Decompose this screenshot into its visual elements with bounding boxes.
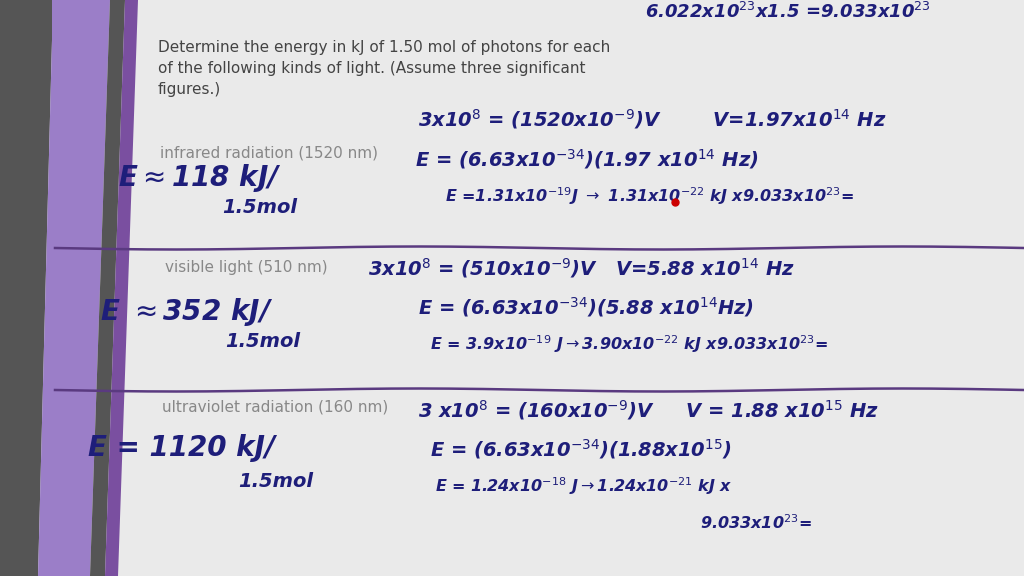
Text: 3x10$^8$ = (510x10$^{-9}$)V   V=5.88 x10$^{14}$ Hz: 3x10$^8$ = (510x10$^{-9}$)V V=5.88 x10$^…	[368, 256, 795, 280]
Text: 1.5mol: 1.5mol	[238, 472, 313, 491]
Text: E = (6.63x10$^{-34}$)(1.97 x10$^{14}$ Hz): E = (6.63x10$^{-34}$)(1.97 x10$^{14}$ Hz…	[415, 147, 759, 171]
Text: infrared radiation (1520 nm): infrared radiation (1520 nm)	[160, 145, 378, 160]
Text: E $\approx$352 kJ/: E $\approx$352 kJ/	[100, 296, 273, 328]
Text: visible light (510 nm): visible light (510 nm)	[165, 260, 328, 275]
Text: E = 1120 kJ/: E = 1120 kJ/	[88, 434, 275, 462]
Text: ultraviolet radiation (160 nm): ultraviolet radiation (160 nm)	[162, 400, 388, 415]
Text: 3x10$^8$ = (1520x10$^{-9}$)V        V=1.97x10$^{14}$ Hz: 3x10$^8$ = (1520x10$^{-9}$)V V=1.97x10$^…	[418, 107, 887, 131]
Text: 1.5mol: 1.5mol	[225, 332, 300, 351]
Text: 9.033x10$^{23}$=: 9.033x10$^{23}$=	[700, 513, 812, 532]
Text: E = (6.63x10$^{-34}$)(5.88 x10$^{14}$Hz): E = (6.63x10$^{-34}$)(5.88 x10$^{14}$Hz)	[418, 295, 754, 319]
Text: E = 1.24x10$^{-18}$ J$\rightarrow$1.24x10$^{-21}$ kJ x: E = 1.24x10$^{-18}$ J$\rightarrow$1.24x1…	[435, 475, 733, 497]
Text: Determine the energy in kJ of 1.50 mol of photons for each
of the following kind: Determine the energy in kJ of 1.50 mol o…	[158, 40, 610, 97]
Text: E =1.31x10$^{-19}$J $\rightarrow$ 1.31x10$^{-22}$ kJ x9.033x10$^{23}$=: E =1.31x10$^{-19}$J $\rightarrow$ 1.31x1…	[445, 185, 854, 207]
Text: 3 x10$^8$ = (160x10$^{-9}$)V     V = 1.88 x10$^{15}$ Hz: 3 x10$^8$ = (160x10$^{-9}$)V V = 1.88 x1…	[418, 398, 879, 422]
Polygon shape	[38, 0, 110, 576]
Polygon shape	[105, 0, 138, 576]
Text: 6.022x10$^{23}$x1.5 =9.033x10$^{23}$: 6.022x10$^{23}$x1.5 =9.033x10$^{23}$	[645, 2, 931, 22]
Text: E = 3.9x10$^{-19}$ J$\rightarrow$3.90x10$^{-22}$ kJ x9.033x10$^{23}$=: E = 3.9x10$^{-19}$ J$\rightarrow$3.90x10…	[430, 333, 828, 355]
Text: E = (6.63x10$^{-34}$)(1.88x10$^{15}$): E = (6.63x10$^{-34}$)(1.88x10$^{15}$)	[430, 437, 731, 461]
Polygon shape	[0, 0, 52, 576]
Text: E$\approx$118 kJ/: E$\approx$118 kJ/	[118, 162, 282, 194]
Text: 1.5mol: 1.5mol	[222, 198, 297, 217]
Polygon shape	[90, 0, 125, 576]
